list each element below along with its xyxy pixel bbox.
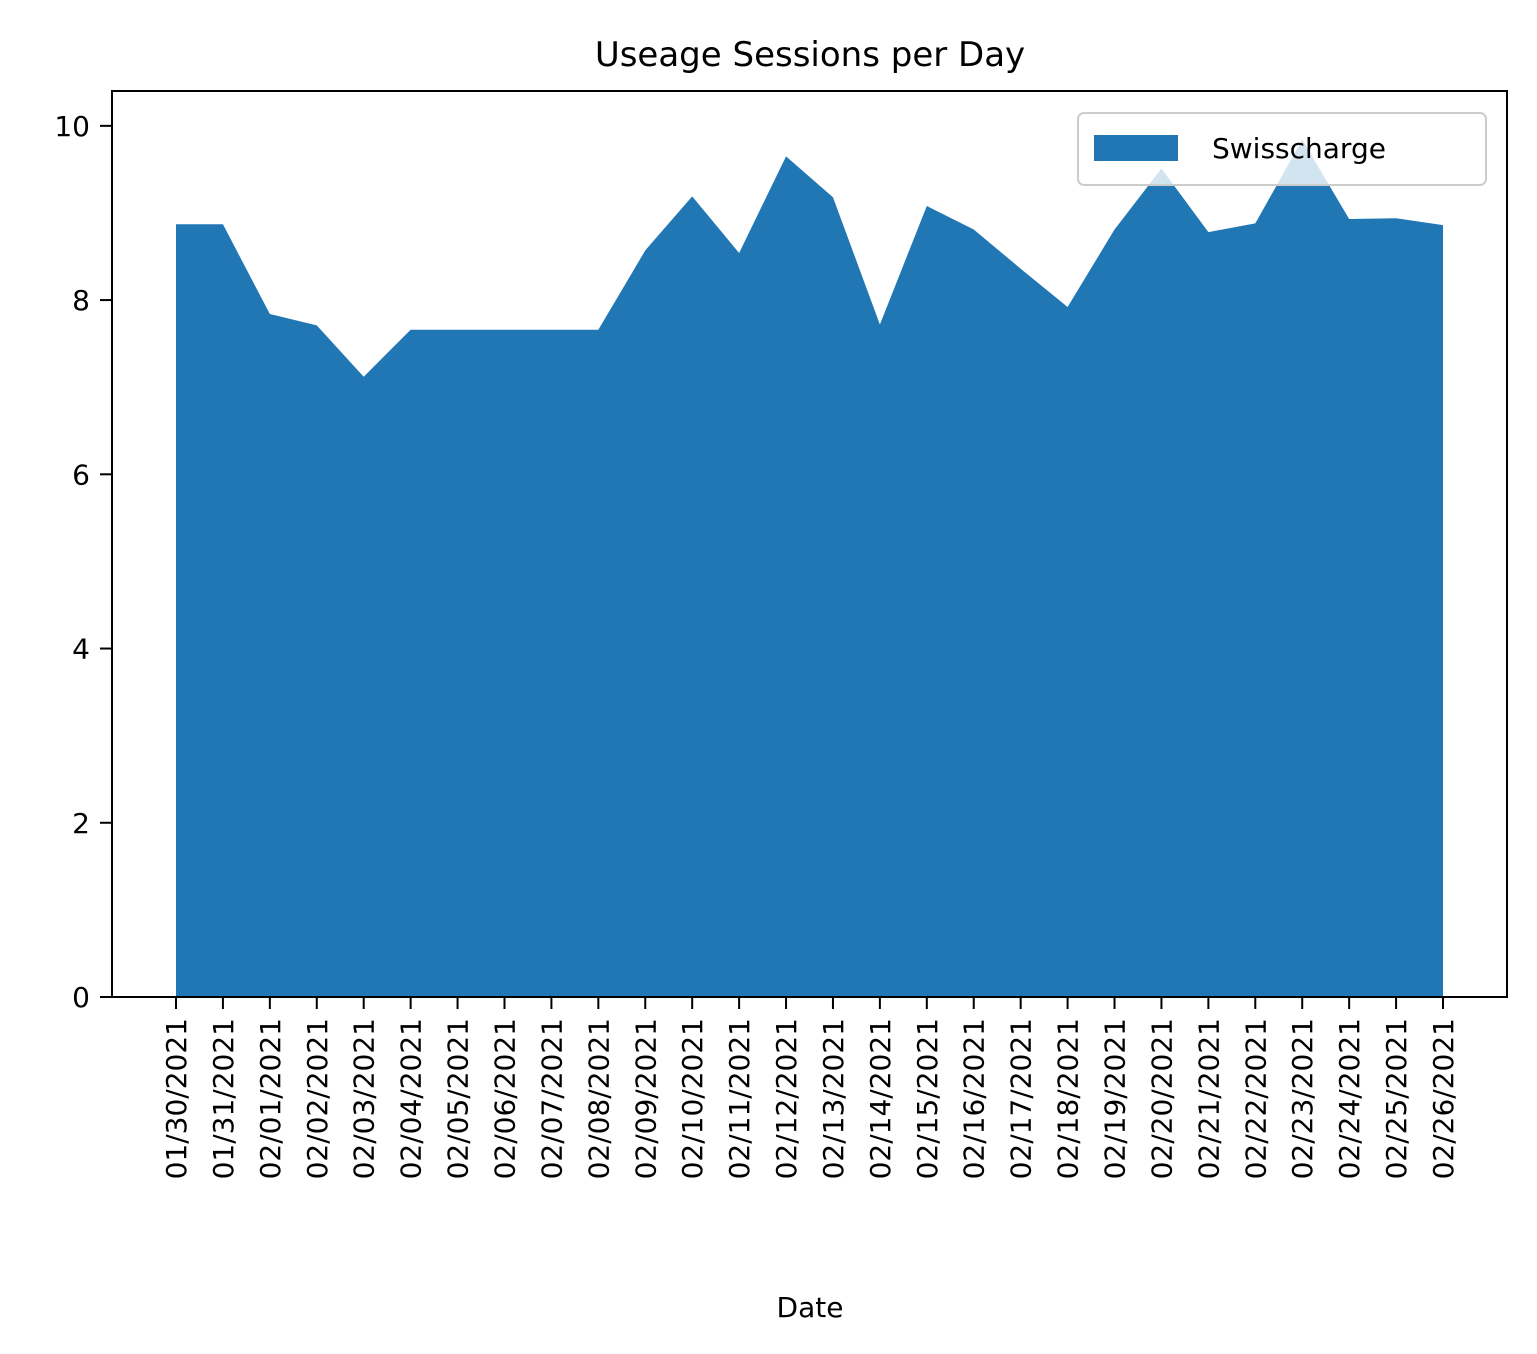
y-tick-label: 8 bbox=[72, 284, 90, 317]
x-tick-label: 02/04/2021 bbox=[395, 1018, 428, 1179]
x-tick-label: 02/03/2021 bbox=[348, 1018, 381, 1179]
y-tick-label: 6 bbox=[72, 458, 90, 491]
x-tick-label: 02/01/2021 bbox=[254, 1018, 287, 1179]
x-tick-label: 02/07/2021 bbox=[535, 1018, 568, 1179]
y-tick-label: 4 bbox=[72, 633, 90, 666]
x-tick-label: 01/31/2021 bbox=[207, 1018, 240, 1179]
x-tick-label: 02/20/2021 bbox=[1145, 1018, 1178, 1179]
y-tick-label: 10 bbox=[54, 110, 90, 143]
legend-frame bbox=[1077, 112, 1487, 186]
x-tick-label: 02/14/2021 bbox=[864, 1018, 897, 1179]
legend: Swisscharge bbox=[1077, 112, 1487, 186]
x-tick-label: 02/18/2021 bbox=[1052, 1018, 1085, 1179]
x-axis-label: Date bbox=[777, 1291, 844, 1324]
x-tick-label: 02/16/2021 bbox=[958, 1018, 991, 1179]
y-tick-label: 2 bbox=[72, 807, 90, 840]
x-tick-label: 02/26/2021 bbox=[1427, 1018, 1460, 1179]
x-tick-label: 02/09/2021 bbox=[629, 1018, 662, 1179]
y-tick-label: 0 bbox=[72, 981, 90, 1014]
x-tick-label: 02/10/2021 bbox=[676, 1018, 709, 1179]
series-area-swisscharge bbox=[176, 139, 1443, 997]
x-tick-label: 02/24/2021 bbox=[1333, 1018, 1366, 1179]
x-tick-label: 02/05/2021 bbox=[442, 1018, 475, 1179]
legend-swatch bbox=[1094, 135, 1178, 161]
x-tick-label: 02/22/2021 bbox=[1239, 1018, 1272, 1179]
x-tick-label: 02/02/2021 bbox=[301, 1018, 334, 1179]
x-tick-label: 02/21/2021 bbox=[1192, 1018, 1225, 1179]
x-tick-label: 02/15/2021 bbox=[911, 1018, 944, 1179]
chart-title: Useage Sessions per Day bbox=[595, 35, 1025, 75]
x-tick-label: 02/12/2021 bbox=[770, 1018, 803, 1179]
axes-frame bbox=[111, 90, 1508, 998]
legend-label: Swisscharge bbox=[1212, 132, 1386, 165]
x-tick-label: 02/17/2021 bbox=[1005, 1018, 1038, 1179]
x-tick-label: 02/19/2021 bbox=[1099, 1018, 1132, 1179]
x-tick-label: 02/13/2021 bbox=[817, 1018, 850, 1179]
x-tick-label: 01/30/2021 bbox=[160, 1018, 193, 1179]
y-axis: 0 2 4 6 8 10 bbox=[54, 110, 112, 1014]
x-axis: 01/30/2021 01/31/2021 02/01/2021 02/02/2021… bbox=[160, 997, 1460, 1179]
x-tick-label: 02/25/2021 bbox=[1380, 1018, 1413, 1179]
x-tick-label: 02/11/2021 bbox=[723, 1018, 756, 1179]
x-tick-label: 02/23/2021 bbox=[1286, 1018, 1319, 1179]
plot-area bbox=[176, 139, 1443, 997]
x-tick-label: 02/06/2021 bbox=[488, 1018, 521, 1179]
x-tick-label: 02/08/2021 bbox=[582, 1018, 615, 1179]
